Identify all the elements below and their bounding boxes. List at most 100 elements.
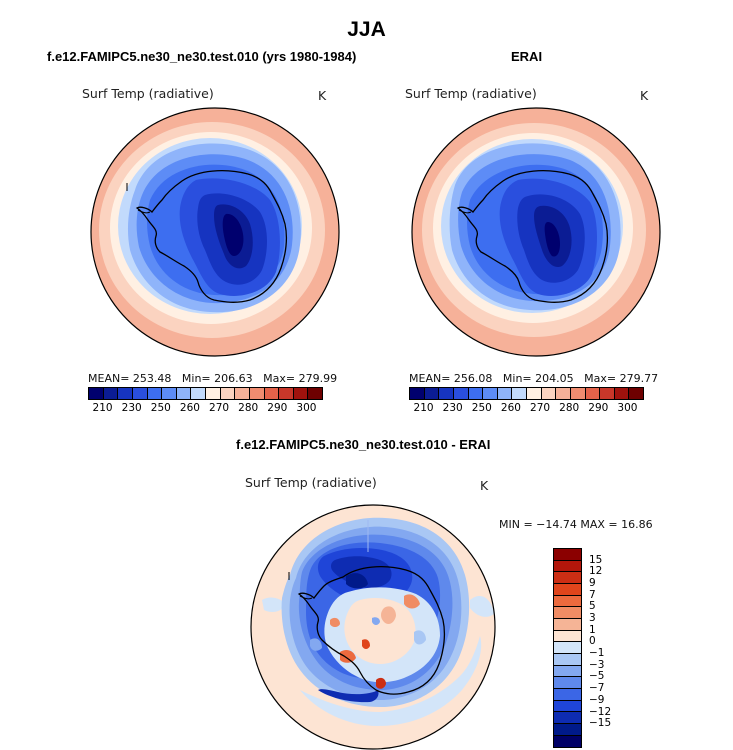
panel-1-colorbar-box [191, 388, 206, 399]
panel-2-colorbar-box [468, 388, 484, 399]
panel-3-difference-field [251, 505, 495, 749]
panel-1-colorbar-label: 260 [179, 402, 200, 414]
panel-1-colorbar-box [249, 388, 265, 399]
panel-1-colorbar-label: 280 [238, 402, 259, 414]
panel-1-min: Min= 206.63 [181, 372, 253, 385]
panel-2-colorbar-label: 300 [617, 402, 638, 414]
panel-3-colorbar-box [554, 642, 581, 655]
panel-2-colorbar-box [570, 388, 586, 399]
panel-2-units: K [640, 88, 649, 103]
panel-2-colorbar-box [439, 388, 454, 399]
panel-1-colorbar-box [147, 388, 163, 399]
panel-2-field-label: Surf Temp (radiative) [405, 86, 537, 101]
panel-3-colorbar-box [554, 607, 581, 620]
panel-3-colorbar-box [554, 630, 581, 643]
panel-3-colorbar-box [554, 560, 581, 573]
panel-1-title: f.e12.FAMIPC5.ne30_ne30.test.010 (yrs 19… [47, 49, 357, 64]
panel-1-colorbar-box [235, 388, 250, 399]
panel-2-min: Min= 204.05 [502, 372, 574, 385]
panel-3-colorbar-label: −9 [589, 693, 605, 706]
panel-3-colorbar-box [554, 677, 581, 690]
panel-1-colorbar-box [118, 388, 133, 399]
panel-2-colorbar-box [600, 388, 615, 399]
panel-2-colorbar-box [483, 388, 498, 399]
panel-3-units: K [480, 478, 489, 493]
panel-1-max: Max= 279.99 [263, 372, 338, 385]
panel-3-minmax: MIN = −14.74 MAX = 16.86 [499, 518, 653, 531]
panel-1-mean: MEAN= 253.48 [88, 372, 172, 385]
panel-1-colorbar-box [89, 388, 104, 399]
panel-2-colorbar-label: 290 [588, 402, 609, 414]
panel-2-colorbar-label: 270 [530, 402, 551, 414]
panel-1-units: K [318, 88, 327, 103]
panel-2-colorbar-labels: 210 230 250 260 270 280 290 300 [409, 402, 642, 416]
panel-1-colorbar-labels: 210 230 250 260 270 280 290 300 [88, 402, 321, 416]
panel-2-colorbar-box [614, 388, 630, 399]
panel-3-colorbar-box [554, 595, 581, 608]
panel-3-colorbar-box [554, 572, 581, 585]
panel-2-colorbar-box [512, 388, 527, 399]
panel-1-colorbar-label: 270 [209, 402, 230, 414]
panel-3-title: f.e12.FAMIPC5.ne30_ne30.test.010 - ERAI [236, 437, 491, 452]
panel-2-colorbar-box [497, 388, 513, 399]
panel-3-colorbar-label: −5 [589, 670, 605, 683]
panel-1-field-label: Surf Temp (radiative) [82, 86, 214, 101]
panel-1-colorbar-box [308, 388, 322, 399]
panel-3-colorbar-label: −1 [589, 647, 605, 660]
panel-1-temperature-field [91, 108, 339, 356]
panel-2-colorbar [409, 387, 644, 400]
panel-2-temperature-field [412, 108, 660, 356]
panel-2-colorbar-label: 230 [442, 402, 463, 414]
panel-1-colorbar-box [220, 388, 236, 399]
panel-3-colorbar-box [554, 735, 581, 748]
panel-3-colorbar-label: 12 [589, 565, 603, 578]
panel-1-colorbar [88, 387, 323, 400]
panel-1-colorbar-box [264, 388, 280, 399]
panel-2-mean: MEAN= 256.08 [409, 372, 493, 385]
panel-1-colorbar-box [206, 388, 221, 399]
panel-2-colorbar-label: 280 [559, 402, 580, 414]
panel-1-colorbar-label: 210 [92, 402, 113, 414]
panel-3-colorbar-label: 9 [589, 577, 596, 590]
panel-2-colorbar-box [453, 388, 469, 399]
panel-1-colorbar-label: 230 [121, 402, 142, 414]
panel-1-colorbar-label: 250 [150, 402, 171, 414]
panel-3-colorbar-box [554, 619, 581, 631]
panel-3-colorbar-label: 0 [589, 635, 596, 648]
panel-3-colorbar-label: 3 [589, 612, 596, 625]
panel-2-colorbar-box [541, 388, 557, 399]
panel-2-colorbar-box [585, 388, 601, 399]
panel-2-title: ERAI [511, 49, 543, 64]
panel-3-colorbar-box [554, 712, 581, 725]
panel-2-colorbar-box [424, 388, 440, 399]
panel-3-colorbar-label: 5 [589, 600, 596, 613]
panel-3-colorbar-box [554, 654, 581, 666]
panel-2-colorbar-label: 250 [471, 402, 492, 414]
panel-3-colorbar-label: 7 [589, 588, 596, 601]
panel-1-colorbar-box [162, 388, 177, 399]
panel-3-colorbar-box [554, 689, 581, 701]
panel-2-colorbar-box [410, 388, 425, 399]
panel-3-colorbar-label: −3 [589, 658, 605, 671]
panel-1-colorbar-box [176, 388, 192, 399]
panel-3-colorbar-label: 15 [589, 553, 603, 566]
panel-3-colorbar-label: 1 [589, 623, 596, 636]
panel-1-colorbar-box [103, 388, 119, 399]
panel-3-colorbar [553, 548, 582, 749]
panel-3-colorbar-label: −12 [589, 705, 612, 718]
panel-2-colorbar-box [629, 388, 643, 399]
panel-3-colorbar-box [554, 584, 581, 596]
panel-1-colorbar-box [132, 388, 148, 399]
panel-3-colorbar-box [554, 700, 581, 713]
panel-3-colorbar-box [554, 549, 581, 561]
panel-2-colorbar-box [556, 388, 571, 399]
page-title: JJA [347, 18, 386, 41]
panel-1-colorbar-box [293, 388, 309, 399]
panel-3-colorbar-label: −7 [589, 682, 605, 695]
panel-2-max: Max= 279.77 [584, 372, 659, 385]
panel-3-colorbar-box [554, 665, 581, 678]
panel-1-colorbar-label: 300 [296, 402, 317, 414]
panel-2-colorbar-label: 260 [500, 402, 521, 414]
panel-3-colorbar-label: −15 [589, 717, 612, 730]
panel-1-colorbar-label: 290 [267, 402, 288, 414]
